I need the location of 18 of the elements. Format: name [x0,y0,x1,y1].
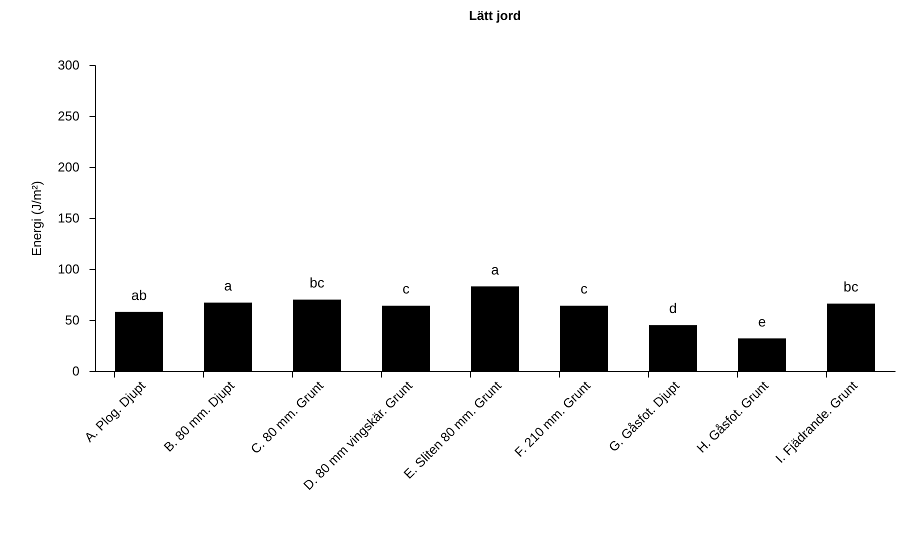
annotation: bc [310,274,324,291]
y-tick-label: 150 [58,210,80,226]
annotation: c [580,280,588,297]
y-tick-label: 50 [65,312,80,328]
y-tick-label: 0 [72,364,80,378]
annotation: bc [844,278,858,295]
annotation: ab [131,286,148,303]
chart-title: Lätt jord [469,8,522,23]
annotation: a [224,278,232,294]
y-axis-title: Energi (J/m²) [28,180,44,256]
y-tick-label: 100 [58,262,80,276]
y-tick-label: 200 [58,160,80,174]
annotation: c [402,280,410,297]
annotation: d [669,300,677,316]
annotation: a [491,261,500,278]
y-tick-label: 300 [58,58,80,72]
y-tick-label: 250 [58,108,80,124]
annotation: e [758,313,766,330]
